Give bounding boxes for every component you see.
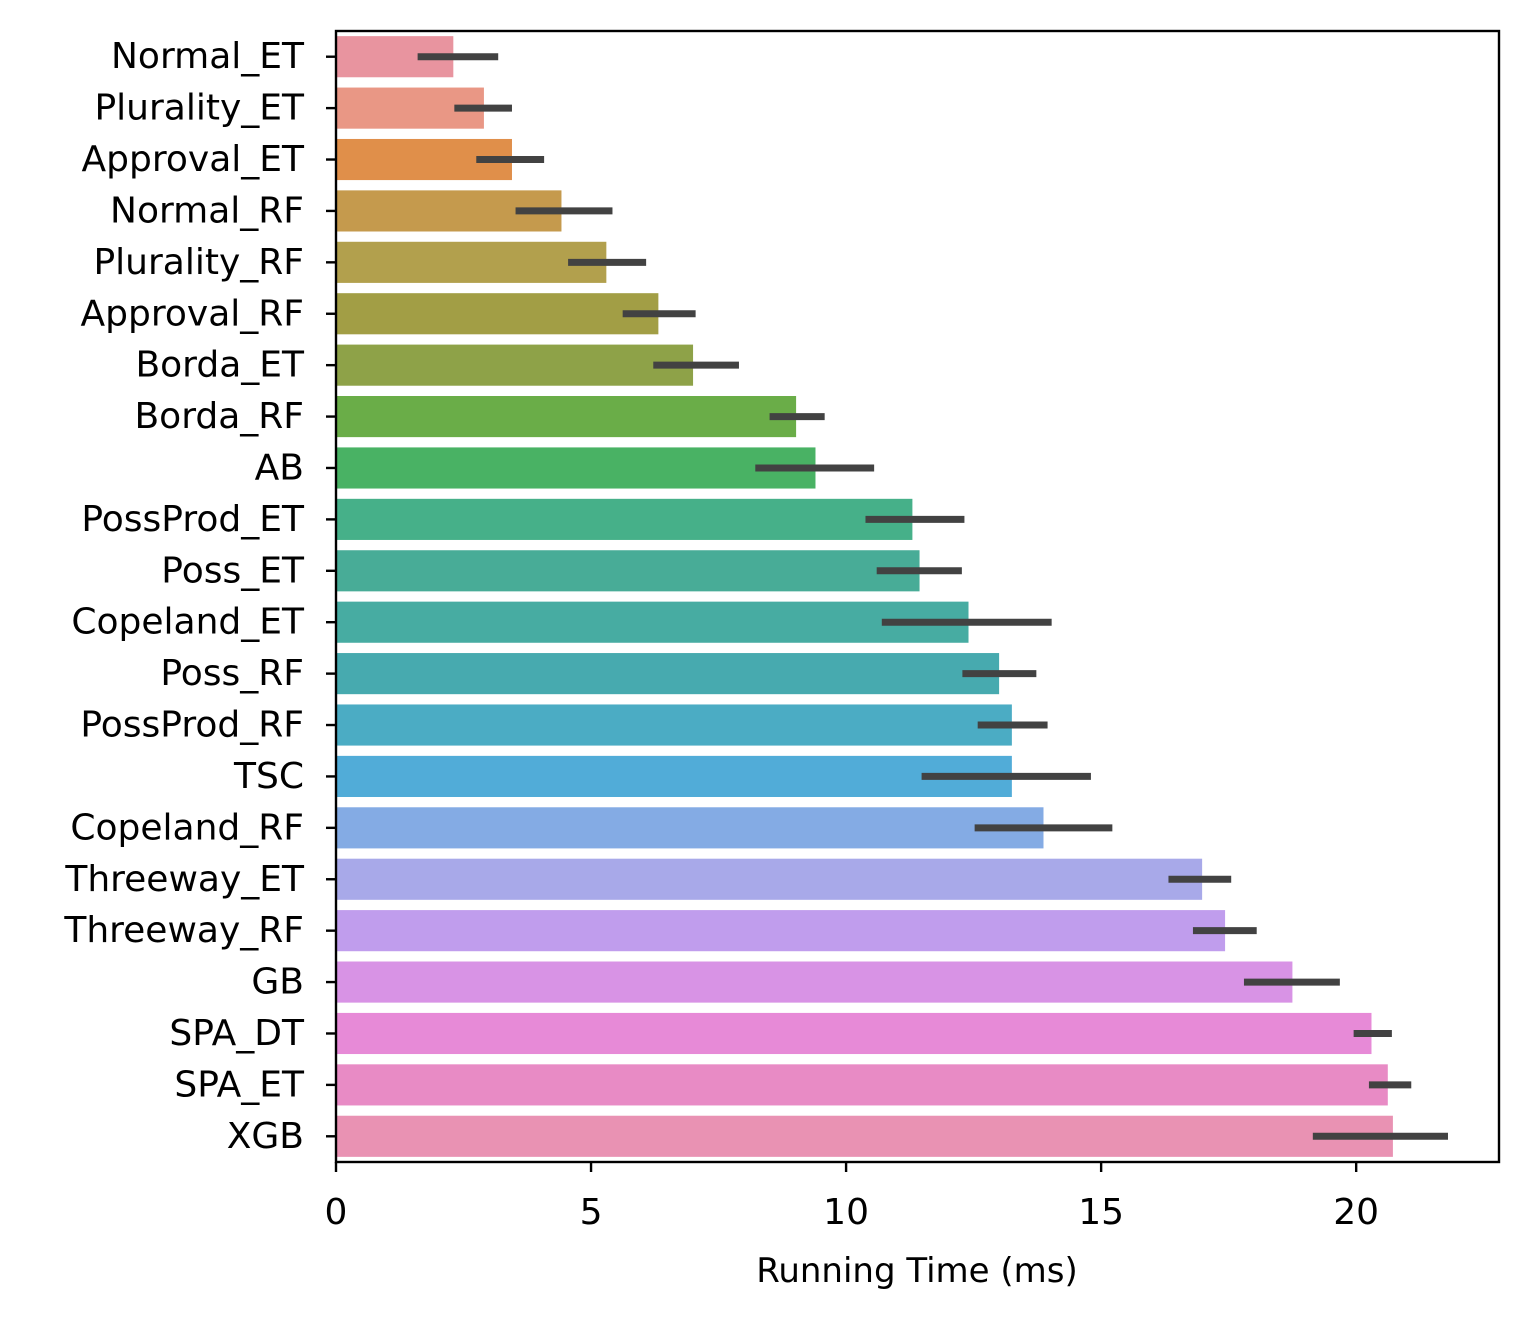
y-tick-label: PossProd_ET	[81, 499, 305, 540]
x-axis: 0 5 10 15 20	[325, 1162, 1379, 1233]
x-tick-label: 5	[580, 1192, 603, 1233]
bar-PossProd_RF	[336, 704, 1012, 746]
bar-Borda_ET	[336, 344, 694, 386]
error-bars-layer	[417, 53, 1448, 1140]
bar-XGB	[336, 1115, 1393, 1157]
x-tick-label: 15	[1078, 1192, 1124, 1233]
y-tick-label: Borda_ET	[135, 345, 305, 386]
y-tick-label: Approval_RF	[81, 293, 304, 334]
x-tick-label: 10	[823, 1192, 869, 1233]
bar-SPA_DT	[336, 1012, 1372, 1055]
y-tick-label: XGB	[227, 1116, 304, 1157]
bar-SPA_ET	[336, 1064, 1388, 1106]
bar-Copeland_RF	[336, 807, 1044, 849]
bar-Threeway_ET	[336, 858, 1203, 900]
bar-AB	[336, 447, 816, 489]
y-tick-label: Copeland_ET	[71, 602, 305, 643]
plot-frame	[334, 29, 1501, 1164]
x-axis-label: Running Time (ms)	[756, 1251, 1078, 1291]
y-axis: Normal_ET Plurality_ET Approval_ET Normal_R…	[63, 36, 336, 1157]
y-tick-label: SPA_ET	[174, 1064, 305, 1105]
y-tick-label: Normal_ET	[111, 36, 305, 77]
bar-Borda_RF	[336, 396, 797, 438]
bar-PossProd_ET	[336, 498, 913, 540]
y-tick-label: Copeland_RF	[70, 807, 304, 848]
y-tick-label: Borda_RF	[134, 396, 304, 437]
bar-Plurality_RF	[336, 241, 607, 283]
y-tick-label: SPA_DT	[169, 1013, 305, 1054]
bar-GB	[336, 961, 1293, 1003]
y-tick-label: Plurality_RF	[93, 242, 304, 283]
bar-Approval_RF	[336, 293, 659, 335]
bars-layer	[336, 36, 1393, 1157]
y-tick-label: AB	[255, 447, 304, 488]
y-tick-label: Approval_ET	[82, 139, 305, 180]
y-tick-label: Plurality_ET	[94, 88, 305, 129]
y-tick-label: Poss_ET	[161, 550, 305, 591]
y-tick-label: PossProd_RF	[80, 705, 304, 746]
bar-Threeway_RF	[336, 910, 1226, 952]
y-tick-label: Threeway_ET	[64, 859, 305, 900]
x-tick-label: 0	[325, 1192, 348, 1233]
bar-Poss_ET	[336, 550, 920, 592]
y-tick-label: Threeway_RF	[63, 910, 304, 951]
bar-Poss_RF	[336, 653, 1000, 695]
bar-Copeland_ET	[336, 601, 969, 643]
bar-TSC	[336, 755, 1012, 797]
y-tick-label: Normal_RF	[110, 190, 304, 231]
y-tick-label: Poss_RF	[160, 653, 304, 694]
y-tick-label: GB	[251, 962, 304, 1003]
x-tick-label: 20	[1333, 1192, 1379, 1233]
y-tick-label: TSC	[233, 756, 304, 797]
